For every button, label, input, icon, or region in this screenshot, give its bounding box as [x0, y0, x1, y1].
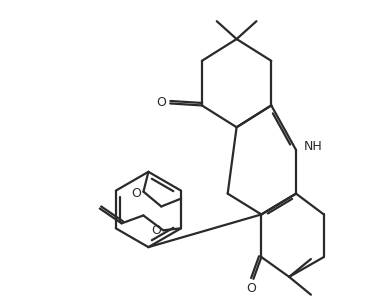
Text: O: O [247, 282, 256, 295]
Text: NH: NH [304, 140, 323, 153]
Text: O: O [132, 187, 141, 200]
Text: O: O [151, 224, 161, 237]
Text: O: O [156, 96, 166, 109]
